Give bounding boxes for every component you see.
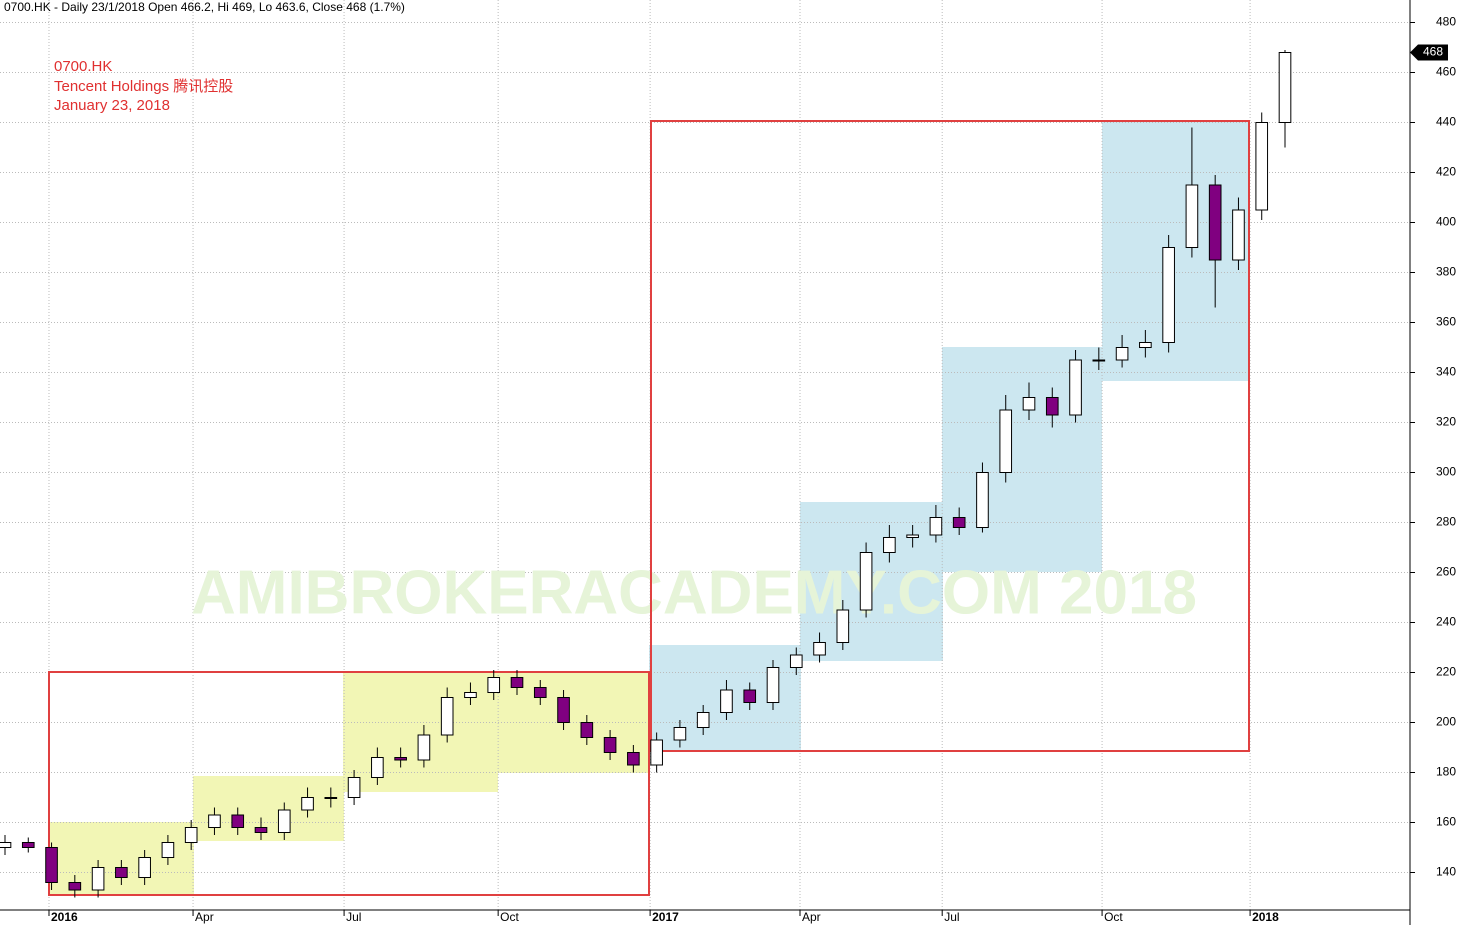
last-price-marker	[1410, 44, 1448, 61]
candle-body	[68, 882, 82, 891]
candle-body	[673, 727, 687, 741]
candle-body	[952, 517, 966, 528]
y-tick-label: 240	[1436, 615, 1456, 629]
y-tick-label: 360	[1436, 315, 1456, 329]
candle-body	[603, 737, 617, 753]
candle-body	[929, 517, 943, 536]
candle-body	[696, 712, 710, 728]
y-tick-label: 320	[1436, 415, 1456, 429]
y-tick-label: 480	[1436, 15, 1456, 29]
y-tick-label: 140	[1436, 865, 1456, 879]
annotation: January 23, 2018	[54, 97, 170, 114]
last-price-label: 468	[1423, 45, 1443, 59]
candle-body	[720, 689, 733, 713]
x-tick-label: 2018	[1252, 910, 1279, 924]
candle-body	[1232, 209, 1245, 261]
candle-body	[999, 409, 1013, 473]
candle-body	[277, 809, 291, 833]
candle-body	[789, 654, 803, 668]
x-tick-label: Jul	[346, 910, 361, 924]
candle-body	[1092, 359, 1106, 362]
candle-body	[1162, 247, 1175, 343]
candle-body	[1115, 347, 1129, 361]
candle-body	[45, 847, 58, 883]
y-tick-label: 300	[1436, 465, 1456, 479]
candle-body	[394, 757, 407, 761]
candle-body	[813, 642, 826, 656]
x-tick-label: Oct	[1104, 910, 1123, 924]
x-tick-label: Jul	[944, 910, 959, 924]
annotation: Tencent Holdings 腾讯控股	[54, 78, 233, 95]
candle-body	[906, 534, 919, 538]
range-box	[48, 671, 650, 896]
candle-body	[21, 842, 35, 848]
candle-body	[580, 722, 594, 738]
candle-body	[417, 734, 431, 761]
y-tick-label: 180	[1436, 765, 1456, 779]
candle-body	[301, 797, 314, 811]
y-tick-label: 200	[1436, 715, 1456, 729]
candle-body	[859, 552, 873, 611]
watermark: AMIBROKERACADEMY.COM 2018	[191, 558, 1197, 627]
x-tick-label: 2017	[652, 910, 679, 924]
x-tick-label: Apr	[802, 910, 821, 924]
candle-body	[231, 814, 245, 828]
zone	[193, 776, 344, 841]
candle-body	[976, 472, 989, 528]
candle-body	[557, 697, 570, 723]
candle-body	[1185, 184, 1199, 248]
candle-body	[464, 692, 477, 698]
y-tick-label: 460	[1436, 65, 1456, 79]
candle-body	[0, 842, 12, 848]
x-tick-label: 2016	[51, 910, 78, 924]
grid	[0, 0, 1410, 910]
candle-body	[766, 667, 780, 703]
candle-body	[91, 867, 105, 891]
candle-body	[1045, 397, 1059, 416]
zone	[343, 672, 498, 792]
candle-body	[650, 739, 663, 766]
chart-title: 0700.HK - Daily 23/1/2018 Open 466.2, Hi…	[4, 0, 405, 14]
candle-body	[254, 827, 268, 833]
candle-body	[440, 697, 454, 736]
axis-labels: 140 160 180 200 220 240 260 280 300 320 340 360 380 4…	[48, 15, 1456, 924]
y-tick-label: 380	[1436, 265, 1456, 279]
candle-body	[743, 689, 757, 703]
candle-body	[138, 857, 151, 878]
candle-body	[347, 777, 361, 798]
candle-body	[208, 814, 221, 828]
candle-body	[115, 867, 128, 878]
candle-body	[1255, 122, 1269, 211]
y-tick-label: 220	[1436, 665, 1456, 679]
candles	[0, 50, 1292, 898]
candle-body	[836, 609, 850, 643]
candle-body	[487, 677, 501, 693]
annotation: 0700.HK	[54, 58, 112, 75]
candle-body	[533, 687, 547, 698]
candle-body	[1278, 52, 1292, 123]
zone	[1102, 121, 1248, 381]
y-tick-label: 340	[1436, 365, 1456, 379]
candle-body	[1022, 397, 1036, 411]
range-box	[650, 120, 1250, 752]
x-tick-label: Apr	[195, 910, 214, 924]
candle-body	[161, 842, 175, 858]
candle-body	[1069, 359, 1082, 416]
candle-body	[1139, 342, 1152, 348]
candle-body	[371, 757, 384, 778]
candle-body	[184, 827, 198, 843]
y-tick-label: 400	[1436, 215, 1456, 229]
y-tick-label: 280	[1436, 515, 1456, 529]
y-tick-label: 260	[1436, 565, 1456, 579]
y-tick-label: 440	[1436, 115, 1456, 129]
candle-body	[627, 752, 640, 766]
y-tick-label: 160	[1436, 815, 1456, 829]
candle-body	[883, 537, 896, 553]
y-tick-label: 420	[1436, 165, 1456, 179]
x-tick-label: Oct	[500, 910, 519, 924]
candle-body	[1208, 184, 1222, 261]
candle-body	[324, 797, 338, 799]
candle-body	[510, 677, 524, 688]
